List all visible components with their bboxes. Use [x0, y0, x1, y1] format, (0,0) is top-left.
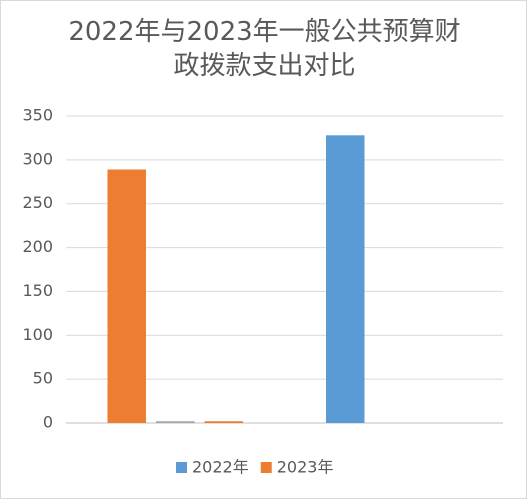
bar [107, 169, 146, 423]
legend-swatch [176, 462, 187, 473]
legend-label: 2023年 [277, 458, 334, 477]
legend-swatch [260, 462, 272, 473]
bar [156, 421, 195, 423]
y-tick-label: 250 [22, 193, 53, 212]
y-tick-label: 350 [22, 106, 53, 125]
y-tick-label: 300 [22, 149, 53, 168]
legend-label: 2022年 [192, 458, 249, 477]
y-tick-label: 50 [33, 369, 53, 388]
chart-title: 2022年与2023年一般公共预算财政拨款支出对比 [68, 17, 461, 81]
y-tick-label: 0 [43, 413, 53, 432]
y-tick-label: 100 [22, 325, 53, 344]
bar [204, 421, 243, 423]
y-tick-label: 150 [22, 281, 53, 300]
y-tick-label: 200 [22, 237, 53, 256]
bar [326, 135, 365, 423]
